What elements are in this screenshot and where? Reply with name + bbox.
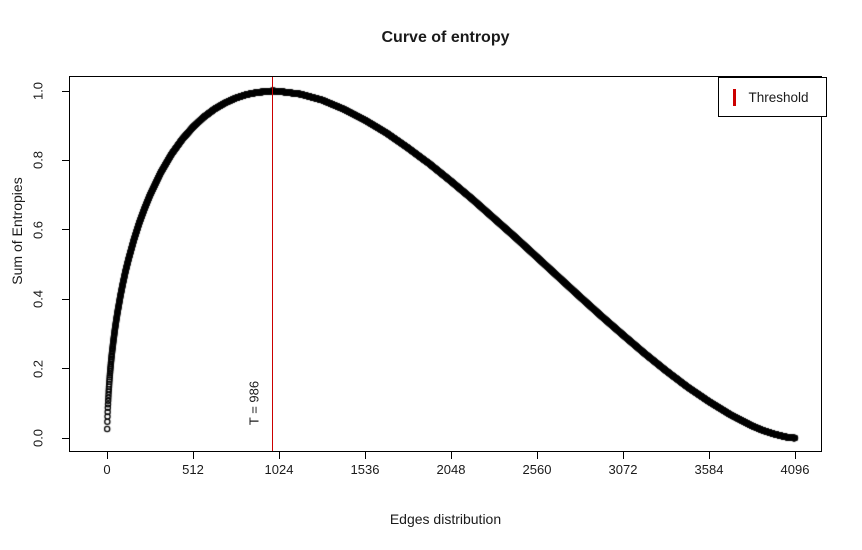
chart-title: Curve of entropy <box>381 29 510 46</box>
x-tick-label: 2560 <box>522 462 552 477</box>
y-tick-mark <box>62 437 69 439</box>
x-tick-mark <box>536 452 538 459</box>
x-tick-label: 4096 <box>780 462 810 477</box>
legend: Threshold <box>718 77 827 117</box>
x-tick-label: 3584 <box>694 462 724 477</box>
x-tick-mark <box>278 452 280 459</box>
x-tick-mark <box>708 452 710 459</box>
y-tick-label: 0.8 <box>30 151 46 170</box>
x-tick-mark <box>622 452 624 459</box>
x-tick-mark <box>106 452 108 459</box>
x-tick-mark <box>192 452 194 459</box>
x-tick-label: 1024 <box>264 462 294 477</box>
x-tick-mark <box>794 452 796 459</box>
x-tick-mark <box>450 452 452 459</box>
y-tick-mark <box>62 159 69 161</box>
y-tick-mark <box>62 229 69 231</box>
y-tick-label: 0.4 <box>30 290 46 309</box>
y-tick-mark <box>62 298 69 300</box>
x-tick-label: 512 <box>182 462 204 477</box>
x-tick-label: 1536 <box>350 462 380 477</box>
y-tick-label: 0.6 <box>30 220 46 239</box>
y-tick-label: 0.0 <box>30 428 46 448</box>
x-tick-label: 2048 <box>436 462 466 477</box>
plot-area: T = 986 <box>69 76 822 452</box>
y-tick-label: 1.0 <box>30 81 46 101</box>
y-axis-title: Sum of Entropies <box>9 177 25 285</box>
x-tick-label: 0 <box>103 462 111 477</box>
threshold-label: T = 986 <box>246 380 262 426</box>
x-axis-title: Edges distribution <box>389 511 502 527</box>
y-tick-mark <box>62 90 69 92</box>
x-tick-mark <box>364 452 366 459</box>
legend-label: Threshold <box>748 89 809 105</box>
threshold-marker-icon <box>733 88 736 106</box>
y-tick-label: 0.2 <box>30 359 46 378</box>
y-tick-mark <box>62 368 69 370</box>
entropy-curve <box>70 77 821 451</box>
threshold-line <box>271 77 274 451</box>
x-tick-label: 3072 <box>608 462 638 477</box>
